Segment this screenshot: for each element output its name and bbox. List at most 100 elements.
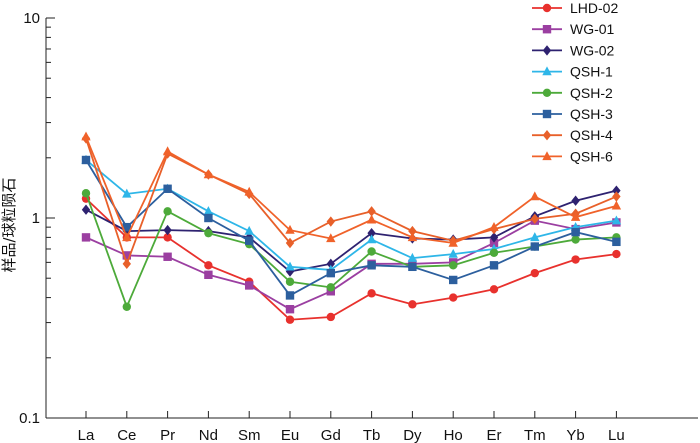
- x-tick-label-lu: Lu: [608, 427, 625, 443]
- data-point: [366, 234, 377, 244]
- legend-marker: [542, 66, 552, 76]
- plot-axes: 10 1 0.1 La Ce Pr Nd Sm Eu Gd Tb Dy Ho Er Tm Yb Lu: [19, 10, 698, 443]
- data-point: [204, 213, 213, 223]
- legend-item-lhd-02: LHD-02: [532, 0, 618, 16]
- data-point: [81, 189, 91, 198]
- data-point: [366, 214, 377, 224]
- series-line: [85, 197, 617, 321]
- series-qsh-6: [81, 131, 622, 247]
- data-point: [122, 232, 132, 242]
- data-point: [163, 184, 172, 193]
- legend-label: QSH-3: [570, 106, 613, 122]
- data-point: [81, 204, 91, 215]
- data-point: [489, 248, 499, 257]
- data-point: [122, 251, 131, 260]
- data-point: [285, 291, 295, 300]
- data-point: [448, 248, 458, 258]
- data-point: [81, 233, 91, 242]
- series-layer: [81, 131, 622, 324]
- y-tick-label: 0.1: [19, 410, 40, 427]
- data-point: [163, 207, 172, 216]
- legend-item-qsh-6: QSH-6: [532, 148, 613, 164]
- data-point: [162, 146, 173, 156]
- data-point: [81, 155, 91, 165]
- data-point: [530, 213, 539, 225]
- data-point: [611, 200, 622, 210]
- data-point: [326, 216, 335, 227]
- data-point: [367, 247, 376, 256]
- legend-label: WG-02: [570, 42, 615, 58]
- legend-marker: [542, 88, 552, 98]
- data-point: [489, 232, 499, 243]
- x-tick-label-dy: Dy: [403, 427, 422, 443]
- x-tick-label-eu: Eu: [281, 427, 299, 443]
- data-point: [449, 261, 458, 270]
- legend-label: WG-01: [570, 21, 615, 37]
- data-point: [244, 225, 254, 235]
- data-point: [449, 275, 458, 285]
- data-point: [612, 191, 621, 202]
- data-point: [204, 270, 213, 279]
- legend-item-qsh-3: QSH-3: [532, 106, 613, 122]
- data-point: [408, 262, 417, 272]
- data-point: [407, 232, 418, 242]
- series-line: [85, 219, 617, 311]
- data-point: [407, 252, 418, 262]
- data-point: [367, 227, 376, 239]
- data-point: [203, 206, 214, 216]
- data-point: [244, 186, 254, 196]
- data-point: [448, 237, 458, 247]
- legend: LHD-02 WG-01 WG-02 QSH-1 QSH-2 QSH-3 QSH-4 QSH-…: [532, 0, 618, 164]
- legend-marker: [542, 109, 552, 119]
- data-point: [122, 188, 132, 198]
- data-point: [489, 238, 499, 248]
- data-point: [571, 255, 580, 264]
- data-point: [449, 293, 458, 302]
- legend-marker: [542, 25, 552, 34]
- data-point: [163, 252, 172, 261]
- data-point: [570, 211, 581, 221]
- legend-label: QSH-6: [570, 148, 613, 164]
- legend-marker: [542, 130, 552, 141]
- x-tick-label-tm: Tm: [524, 427, 546, 443]
- x-tick-label-ce: Ce: [117, 427, 136, 443]
- legend-item-qsh-2: QSH-2: [532, 85, 613, 101]
- series-line: [85, 136, 617, 244]
- data-point: [285, 224, 295, 234]
- data-point: [285, 277, 295, 286]
- data-point: [612, 249, 621, 259]
- x-tick-label-gd: Gd: [321, 427, 341, 443]
- data-point: [408, 300, 417, 309]
- legend-label: QSH-2: [570, 85, 613, 101]
- data-point: [530, 191, 540, 201]
- data-point: [530, 268, 539, 278]
- data-point: [326, 258, 335, 270]
- data-point: [245, 281, 254, 290]
- x-tick-label-sm: Sm: [238, 427, 261, 443]
- data-point: [163, 224, 172, 236]
- data-point: [204, 261, 213, 270]
- x-tick-label-yb: Yb: [566, 427, 584, 443]
- x-tick-label-la: La: [78, 427, 95, 443]
- data-point: [367, 289, 376, 298]
- data-point: [204, 228, 213, 238]
- y-tick-label: 10: [23, 10, 40, 27]
- data-point: [489, 285, 499, 294]
- x-tick-label-ho: Ho: [444, 427, 463, 443]
- data-point: [571, 227, 580, 237]
- data-point: [326, 283, 335, 292]
- data-point: [122, 222, 131, 232]
- legend-marker: [542, 151, 552, 161]
- data-point: [367, 206, 376, 217]
- legend-item-wg-01: WG-01: [532, 21, 615, 37]
- legend-marker: [542, 3, 552, 13]
- series-qsh-3: [81, 155, 621, 300]
- data-point: [163, 233, 172, 242]
- data-point: [612, 237, 621, 247]
- x-tick-label-nd: Nd: [199, 427, 218, 443]
- data-point: [571, 195, 580, 206]
- data-point: [326, 233, 336, 243]
- data-point: [326, 268, 335, 278]
- series-lhd-02: [81, 194, 621, 324]
